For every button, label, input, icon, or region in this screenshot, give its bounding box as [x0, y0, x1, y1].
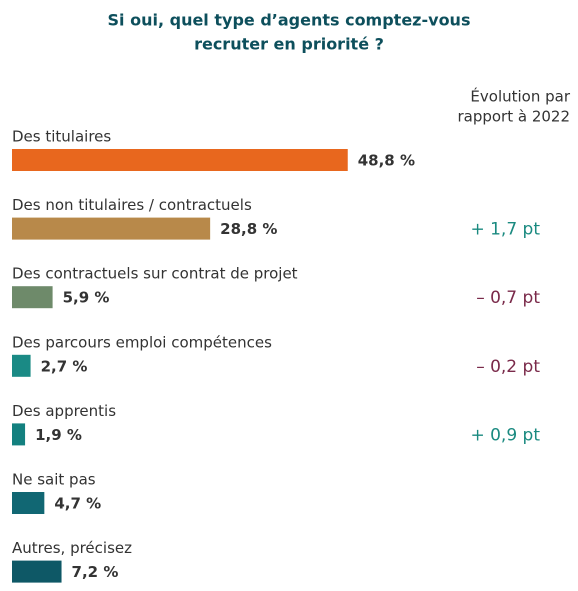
evolution-label: + 1,7 pt [470, 220, 540, 240]
value-label: 2,7 % [41, 357, 88, 375]
bar [12, 149, 348, 171]
category-label: Des contractuels sur contrat de projet [12, 265, 298, 283]
value-label: 4,7 % [54, 495, 101, 513]
column-header: Évolution par [470, 87, 570, 106]
value-label: 28,8 % [220, 220, 277, 238]
category-label: Des titulaires [12, 128, 111, 146]
bar [12, 286, 53, 309]
value-label: 5,9 % [63, 289, 110, 307]
value-label: 1,9 % [35, 426, 82, 444]
category-label: Des apprentis [12, 402, 116, 420]
value-label: 48,8 % [358, 152, 415, 170]
category-label: Autres, précisez [12, 539, 132, 557]
bar [12, 560, 62, 583]
category-label: Des parcours emploi compétences [12, 333, 272, 351]
category-label: Des non titulaires / contractuels [12, 196, 252, 214]
category-label: Ne sait pas [12, 471, 96, 489]
chart-title: Si oui, quel type d’agents comptez-vous [108, 11, 471, 30]
bar [12, 423, 26, 446]
bar [12, 217, 211, 240]
chart-title: recruter en priorité ? [194, 35, 384, 54]
evolution-label: – 0,2 pt [476, 357, 540, 377]
evolution-label: – 0,7 pt [476, 288, 540, 308]
column-header: rapport à 2022 [457, 108, 570, 126]
value-label: 7,2 % [72, 563, 119, 581]
bar [12, 354, 31, 377]
evolution-label: + 0,9 pt [470, 425, 540, 445]
bar [12, 492, 45, 514]
